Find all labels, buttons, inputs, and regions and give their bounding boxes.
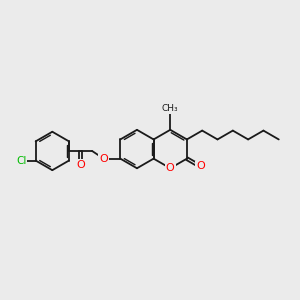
Text: CH₃: CH₃ (162, 104, 178, 113)
Text: O: O (99, 154, 108, 164)
Text: O: O (76, 160, 85, 170)
Text: O: O (196, 161, 205, 171)
Text: Cl: Cl (16, 156, 26, 166)
Text: O: O (166, 163, 175, 173)
